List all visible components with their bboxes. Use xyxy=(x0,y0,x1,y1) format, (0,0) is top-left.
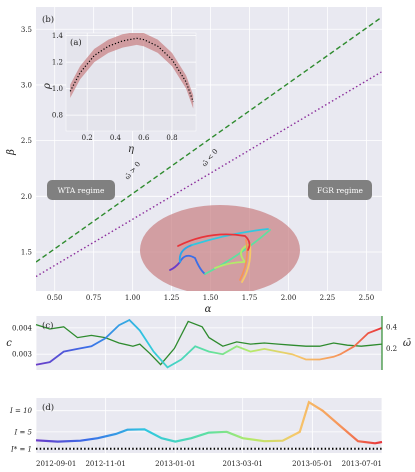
panel-a-xtick-label: 0.8 xyxy=(166,134,177,142)
panel-a-xtick-label: 0.6 xyxy=(138,134,150,142)
panel-d-xtick-label: 2012-11-01 xyxy=(85,460,125,468)
panel-b-xtick-label: 2.50 xyxy=(359,294,375,302)
panel-d-label: (d) xyxy=(42,402,54,413)
panel-a-ytick-label: 1.4 xyxy=(52,32,64,40)
omega-positive-boundary xyxy=(36,16,382,263)
omega-negative-boundary xyxy=(36,70,382,278)
panel-c-right-ytick-label: 0.2 xyxy=(386,345,397,353)
panel-a-ytick-label: 0.8 xyxy=(52,112,63,120)
panel-b-ytick-label: 1.5 xyxy=(21,249,32,257)
panel-b-ticks: 0.50 0.75 1.00 1.25 1.50 1.75 2.00 2.25 2.50 1.5 2… xyxy=(21,26,374,302)
omega-series-line xyxy=(35,320,383,366)
panel-d-xtick-label: 2013-01-01 xyxy=(155,460,195,468)
phase-trajectory xyxy=(169,228,271,283)
panel-a-ticks: 0.2 0.4 0.6 0.8 0.8 1.0 1.2 1.4 xyxy=(52,32,178,142)
trajectory-blob xyxy=(140,205,300,291)
panel-b-ytick-label: 2.0 xyxy=(21,193,32,201)
panel-d: I* = 1 I = 5 I = 10 2012-09-01 2012-11-01 201… xyxy=(9,398,383,468)
panel-b-ytick-label: 2.5 xyxy=(21,137,32,145)
panel-c-label: (c) xyxy=(42,320,53,331)
panel-a-xtick-label: 0.4 xyxy=(110,134,122,142)
panel-b-label: (b) xyxy=(42,14,54,25)
panel-a-ytick-label: 1.0 xyxy=(52,85,63,93)
panel-d-xtick-label: 2012-09-01 xyxy=(36,460,76,468)
panel-c-right-ylabel: ω̄ xyxy=(403,338,411,349)
wta-regime-box xyxy=(47,180,115,200)
panel-c-ytick-label: 0.004 xyxy=(12,324,33,332)
panel-a-inset: 0.2 0.4 0.6 0.8 0.8 1.0 1.2 1.4 (a) η ρ xyxy=(42,32,197,155)
panel-d-ytick-label: I* = 1 xyxy=(10,445,32,453)
panel-b-xtick-label: 0.50 xyxy=(47,294,63,302)
panel-b-ytick-label: 3.5 xyxy=(21,26,32,34)
panel-b: 0.50 0.75 1.00 1.25 1.50 1.75 2.00 2.25 2.50 1.5 2… xyxy=(6,7,382,315)
panel-b-xtick-label: 2.25 xyxy=(320,294,336,302)
panel-c: 0.003 0.004 0.2 0.4 (c) c ω̄ xyxy=(6,316,411,370)
fgr-regime-box xyxy=(308,180,372,200)
panel-d-xtick-label: 2013-05-01 xyxy=(292,460,332,468)
i-series-line xyxy=(35,400,383,445)
panel-c-right-ytick-label: 0.4 xyxy=(386,323,398,331)
panel-d-background xyxy=(36,398,382,453)
panel-a-dotted-line xyxy=(69,37,194,103)
panel-c-ylabel: c xyxy=(6,338,12,349)
panel-a-label: (a) xyxy=(70,37,82,48)
fgr-regime-label: FGR regime xyxy=(317,186,364,195)
panel-a-background xyxy=(65,32,197,132)
panel-b-xtick-label: 1.25 xyxy=(164,294,180,302)
panel-a-xlabel: η xyxy=(128,144,134,155)
panel-b-xtick-label: 1.75 xyxy=(242,294,258,302)
panel-d-ticks: I* = 1 I = 5 I = 10 2012-09-01 2012-11-01 201… xyxy=(9,407,382,468)
panel-d-ytick-label: I = 10 xyxy=(9,407,33,415)
panel-b-ylabel: β xyxy=(6,149,17,156)
panel-a-band xyxy=(70,33,194,109)
wta-regime-label: WTA regime xyxy=(58,186,105,195)
panel-a-ytick-label: 1.2 xyxy=(52,59,63,67)
panel-b-xlabel: α xyxy=(205,304,212,315)
panel-d-ytick-label: I = 5 xyxy=(13,428,32,436)
panel-d-xtick-label: 2013-03-01 xyxy=(223,460,263,468)
panel-b-ytick-label: 3.0 xyxy=(21,81,32,89)
c-series-line xyxy=(35,318,383,369)
panel-b-xtick-label: 2.00 xyxy=(281,294,297,302)
panel-c-ticks: 0.003 0.004 0.2 0.4 xyxy=(12,323,398,358)
panel-c-background xyxy=(36,316,382,370)
panel-a-ylabel: ρ xyxy=(42,83,53,90)
panel-b-xtick-label: 0.75 xyxy=(86,294,102,302)
panel-c-ytick-label: 0.003 xyxy=(12,351,32,359)
panel-b-xtick-label: 1.50 xyxy=(203,294,219,302)
panel-d-xtick-label: 2013-07-01 xyxy=(342,460,382,468)
panel-a-xtick-label: 0.2 xyxy=(82,134,93,142)
panel-b-xtick-label: 1.00 xyxy=(125,294,141,302)
